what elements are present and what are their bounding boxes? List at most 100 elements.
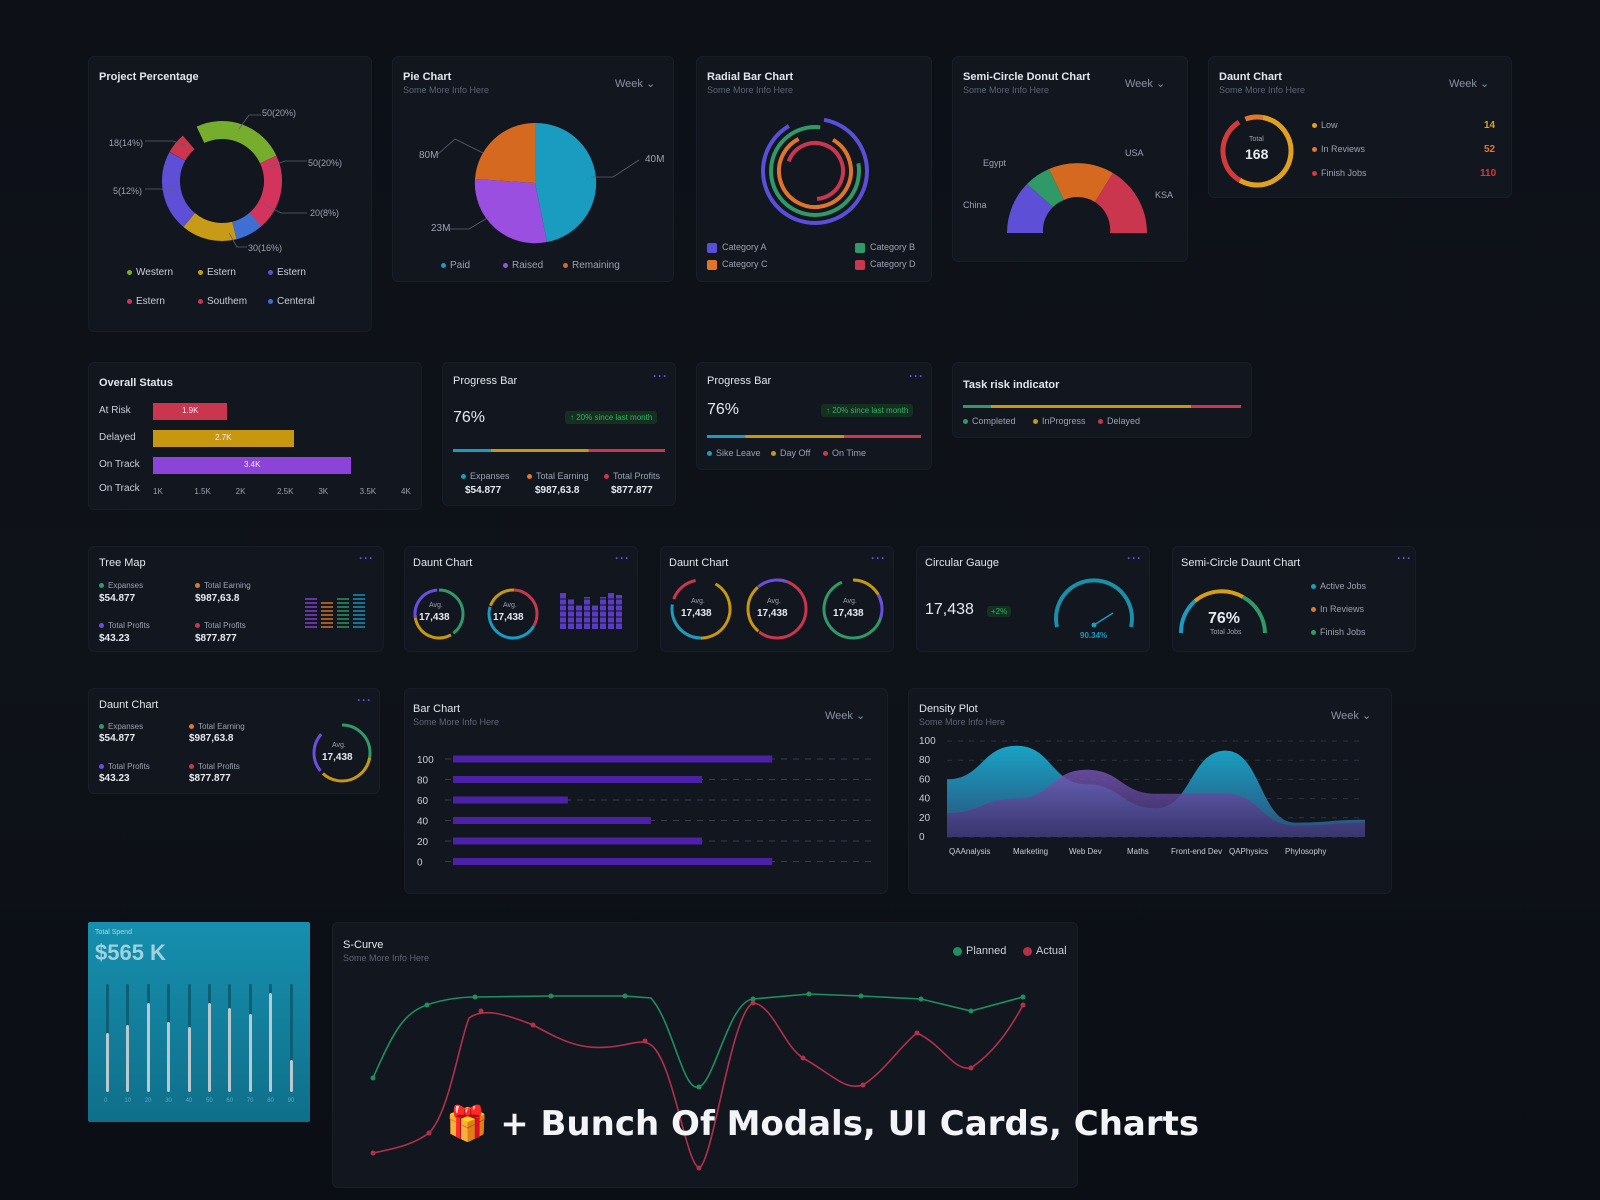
more-menu-button[interactable]: ···	[615, 551, 630, 565]
legend-dot	[268, 269, 273, 275]
legend-dot	[268, 298, 273, 304]
risk-track	[963, 405, 1241, 408]
status-bar: 1.9K	[153, 403, 228, 420]
spend-tick: 50	[206, 1098, 213, 1104]
legend-item: Active Jobs	[1311, 581, 1366, 591]
avg-rings	[413, 588, 625, 640]
circular-gauge-card: Circular Gauge ··· 17,438 +2% 90.34%	[916, 546, 1150, 652]
legend-item: Day Off	[771, 448, 810, 458]
row-label: Delayed	[99, 432, 136, 443]
legend-dot	[441, 262, 446, 268]
total-spend-card: Total Spend $565 K 0 10 20 30 40 50 60 70 80 90	[88, 922, 310, 1122]
gauge-reading: 90.34%	[1080, 631, 1108, 640]
stat-label: Total Earning	[527, 471, 589, 481]
badge-label: 20% since last month	[576, 413, 653, 422]
daunt-chart-card-4: Daunt Chart ··· Expanses $54.877 Total E…	[88, 688, 380, 794]
legend-item: Western	[127, 267, 173, 278]
more-menu-button[interactable]: ···	[1397, 551, 1412, 565]
bar	[453, 796, 568, 804]
chevron-down-icon: ⌄	[1361, 710, 1372, 722]
legend-item: Planned	[953, 945, 1006, 957]
s-curve-chart	[370, 991, 1026, 1171]
week-dropdown[interactable]: Week ⌄	[1331, 709, 1371, 722]
legend-label: In Reviews	[1320, 604, 1365, 614]
radial-bar-chart	[761, 117, 869, 225]
trend-badge: ↑ 20% since last month	[821, 404, 914, 417]
stat-dot	[461, 474, 466, 480]
x-tick-label: Phylosophy	[1285, 847, 1326, 856]
legend-label: Remaining	[572, 260, 620, 271]
stat-name: Total Profits	[204, 621, 246, 630]
spend-bar-fill	[126, 1025, 130, 1092]
legend-item: Raised	[503, 260, 543, 271]
more-menu-button[interactable]: ···	[909, 369, 924, 383]
spend-tick: 90	[287, 1098, 295, 1104]
y-tick-label: 40	[919, 794, 931, 805]
density-area	[947, 769, 1365, 837]
card-title: Semi-Circle Daunt Chart	[1181, 557, 1301, 569]
legend-label: Centeral	[277, 296, 315, 307]
stat-value: $877.877	[195, 633, 237, 644]
card-title: Tree Map	[99, 557, 146, 569]
stat-name: Total Earning	[198, 722, 245, 731]
week-dropdown[interactable]: Week ⌄	[615, 77, 655, 90]
legend-item: Estern	[127, 296, 165, 307]
stat-value: $987,63.8	[535, 485, 580, 496]
density-plot: 100 80 60 40 20 0 QAAnalysis Marketing Web Dev Ma…	[919, 736, 1365, 856]
more-menu-button[interactable]: ···	[871, 551, 886, 565]
spend-bar-fill	[106, 1032, 109, 1092]
more-menu-button[interactable]: ···	[357, 693, 372, 707]
avg-value: 17,438	[419, 612, 450, 623]
arrow-up-icon: ↑	[570, 413, 574, 422]
more-menu-button[interactable]: ···	[359, 551, 374, 565]
legend-label: Day Off	[780, 448, 811, 458]
spend-bar-track	[228, 984, 232, 1092]
stat-value: $43.23	[99, 633, 130, 644]
legend-dot	[563, 262, 568, 268]
avg-value: 17,438	[833, 608, 864, 619]
legend-label: Estern	[136, 296, 165, 307]
avg-value: 17,438	[681, 608, 712, 619]
project-donut-chart	[145, 114, 307, 248]
legend-dot	[1098, 419, 1103, 425]
stat-dot	[99, 764, 104, 770]
status-value: 52	[1484, 144, 1496, 155]
stat-dot	[99, 623, 104, 629]
legend-item: Finish Jobs	[1311, 627, 1366, 637]
daunt-chart-card: Daunt Chart Some More Info Here Week ⌄ T…	[1208, 56, 1512, 198]
legend-label: Completed	[972, 416, 1016, 426]
week-dropdown[interactable]: Week ⌄	[1125, 77, 1165, 90]
x-tick-label: Front-end Dev	[1171, 847, 1222, 856]
week-dropdown[interactable]: Week ⌄	[1449, 77, 1489, 90]
stat-dot	[195, 623, 200, 629]
stat-name: Total Profits	[613, 471, 661, 481]
legend-item: Estern	[198, 267, 236, 278]
status-value: 110	[1480, 168, 1497, 179]
y-tick-label: 100	[417, 755, 434, 766]
card-title: Radial Bar Chart	[707, 71, 794, 83]
spend-bar-track	[289, 984, 293, 1092]
legend-item: On Time	[823, 448, 866, 458]
slice-label: Egypt	[983, 158, 1007, 168]
card-subtitle: Some More Info Here	[707, 85, 794, 95]
spend-tick: 70	[246, 1098, 254, 1104]
legend-swatch	[855, 259, 865, 270]
spend-bar-fill	[187, 1027, 191, 1092]
week-dropdown[interactable]: Week ⌄	[825, 709, 865, 722]
legend-dot	[1311, 584, 1316, 590]
spend-bar-track	[269, 984, 273, 1092]
stat-label: Expanses	[99, 722, 143, 731]
stat-dot	[604, 474, 609, 480]
bar-chart-card: Bar Chart Some More Info Here Week ⌄ 100…	[404, 688, 888, 894]
callout-label: 23M	[431, 223, 451, 234]
status-value: 14	[1484, 120, 1496, 131]
bar	[453, 817, 651, 824]
card-subtitle: Some More Info Here	[919, 717, 1006, 727]
more-menu-button[interactable]: ···	[653, 369, 668, 383]
spend-tick: 0	[104, 1098, 108, 1104]
legend-swatch	[855, 242, 865, 253]
y-tick-label: 80	[417, 776, 429, 787]
status-dot	[1312, 171, 1317, 177]
stat-value: $877.877	[189, 773, 231, 784]
more-menu-button[interactable]: ···	[1127, 551, 1142, 565]
